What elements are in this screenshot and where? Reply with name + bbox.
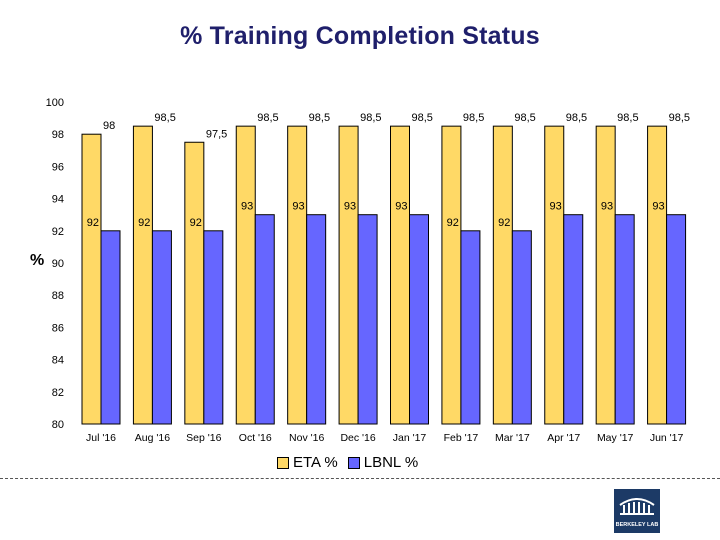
- y-axis-label: %: [30, 252, 45, 269]
- bar-lbnl: [100, 230, 121, 425]
- bar-lbnl: [409, 214, 429, 425]
- bar-eta: [338, 125, 359, 425]
- data-label-eta: 98,5: [617, 112, 638, 124]
- bar-eta: [492, 125, 513, 425]
- x-axis-ticks: Jul '16 Aug '16 Sep '16 Oct '16 Nov '16 Dec '…: [86, 432, 684, 444]
- data-label-lbnl: 93: [601, 201, 613, 213]
- y-tick-label: 94: [52, 194, 64, 206]
- bar-lbnl: [563, 214, 584, 425]
- footer-divider: [0, 478, 720, 479]
- data-label-lbnl: 93: [344, 201, 356, 213]
- bar-lbnl: [511, 230, 532, 425]
- data-label-eta: 98,5: [514, 112, 535, 124]
- data-label-eta: 98,5: [154, 112, 175, 124]
- bar-lbnl: [357, 214, 378, 425]
- data-label-eta: 98,5: [257, 112, 278, 124]
- x-tick-label: Oct '16: [239, 432, 272, 444]
- y-tick-label: 92: [52, 226, 64, 238]
- data-label-lbnl: 93: [292, 201, 304, 213]
- bar-lbnl: [151, 230, 172, 425]
- bar-eta: [287, 125, 308, 425]
- data-label-eta: 98: [103, 120, 115, 132]
- y-tick-label: 84: [52, 355, 64, 367]
- bar-eta: [544, 125, 565, 425]
- data-label-eta: 97,5: [206, 128, 227, 140]
- x-tick-label: May '17: [597, 432, 634, 444]
- data-label-eta: 98,5: [360, 112, 381, 124]
- x-tick-label: Nov '16: [289, 432, 324, 444]
- data-label-lbnl: 93: [652, 201, 664, 213]
- data-label-eta: 98,5: [566, 112, 587, 124]
- data-label-eta: 98,5: [463, 112, 484, 124]
- legend-swatch-eta: [277, 456, 289, 469]
- data-label-lbnl: 92: [447, 217, 459, 229]
- data-label-lbnl: 92: [138, 217, 150, 229]
- bar-eta: [441, 125, 462, 425]
- legend-item-lbnl: LBNL %: [347, 454, 419, 471]
- legend-label-eta: ETA %: [293, 454, 338, 471]
- bar-lbnl: [203, 230, 224, 425]
- legend-swatch-lbnl: [347, 456, 360, 469]
- bar-eta: [647, 125, 668, 425]
- y-tick-label: 86: [52, 322, 64, 334]
- svg-text:BERKELEY LAB: BERKELEY LAB: [616, 522, 659, 528]
- data-label-eta: 98,5: [412, 112, 433, 124]
- y-tick-label: 88: [52, 290, 64, 302]
- x-tick-label: Jul '16: [86, 432, 116, 444]
- bar-eta: [81, 133, 102, 425]
- data-labels: 98 92 98,5 92 97,5 92 98,5 93 98,5 93 98,5 93 98,5 93…: [87, 112, 690, 229]
- data-label-lbnl: 92: [190, 217, 202, 229]
- data-label-lbnl: 93: [241, 201, 253, 213]
- bar-lbnl: [666, 214, 687, 425]
- x-tick-label: Dec '16: [340, 432, 375, 444]
- data-label-lbnl: 92: [87, 217, 99, 229]
- berkeley-lab-logo: BERKELEY LAB: [614, 489, 660, 533]
- y-tick-label: 96: [52, 161, 64, 173]
- y-tick-label: 82: [52, 387, 64, 399]
- x-tick-label: Aug '16: [135, 432, 170, 444]
- y-tick-label: 80: [52, 419, 64, 431]
- x-tick-label: Feb '17: [444, 432, 479, 444]
- y-axis-ticks: 80 82 84 86 88 90 92 94 96 98 100: [46, 97, 64, 431]
- bar-lbnl: [460, 230, 481, 425]
- data-label-lbnl: 93: [550, 201, 562, 213]
- bar-series: [81, 125, 687, 425]
- bar-eta: [390, 125, 410, 425]
- bar-eta: [235, 125, 256, 425]
- chart-title: % Training Completion Status: [180, 22, 540, 50]
- legend-label-lbnl: LBNL %: [363, 454, 419, 471]
- data-label-eta: 98,5: [309, 112, 330, 124]
- legend-item-eta: ETA %: [277, 454, 338, 471]
- x-tick-label: Sep '16: [186, 432, 221, 444]
- bar-lbnl: [614, 214, 635, 425]
- bar-lbnl: [254, 214, 275, 425]
- y-tick-label: 100: [46, 97, 64, 109]
- y-tick-label: 98: [52, 129, 64, 141]
- x-tick-label: Mar '17: [495, 432, 530, 444]
- bar-eta: [132, 125, 153, 425]
- x-tick-label: Jan '17: [393, 432, 427, 444]
- data-label-lbnl: 92: [498, 217, 510, 229]
- data-label-eta: 98,5: [669, 112, 690, 124]
- bar-eta: [184, 141, 205, 425]
- data-label-lbnl: 93: [395, 201, 407, 213]
- x-tick-label: Apr '17: [547, 432, 580, 444]
- bar-eta: [595, 125, 616, 425]
- y-tick-label: 90: [52, 258, 64, 270]
- legend: ETA % LBNL %: [277, 454, 428, 471]
- bar-lbnl: [306, 214, 327, 425]
- x-tick-label: Jun '17: [650, 432, 684, 444]
